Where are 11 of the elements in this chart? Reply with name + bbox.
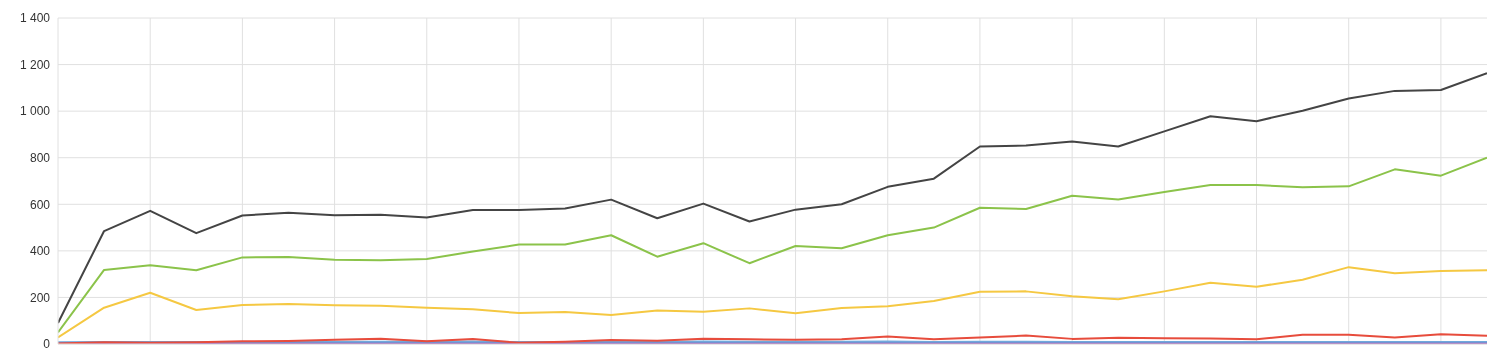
line-series xyxy=(58,266,1487,339)
y-tick-label: 600 xyxy=(29,197,51,212)
y-tick-label: 200 xyxy=(29,290,51,305)
y-tick-label: 1 400 xyxy=(19,11,51,26)
y-tick-label: 800 xyxy=(29,150,51,165)
line-series xyxy=(58,72,1487,325)
y-tick-label: 400 xyxy=(29,244,51,259)
y-tick-label: 0 xyxy=(43,337,51,352)
line-series xyxy=(58,156,1487,334)
y-tick-label: 1 200 xyxy=(19,57,51,72)
y-tick-label: 1 000 xyxy=(19,104,51,119)
